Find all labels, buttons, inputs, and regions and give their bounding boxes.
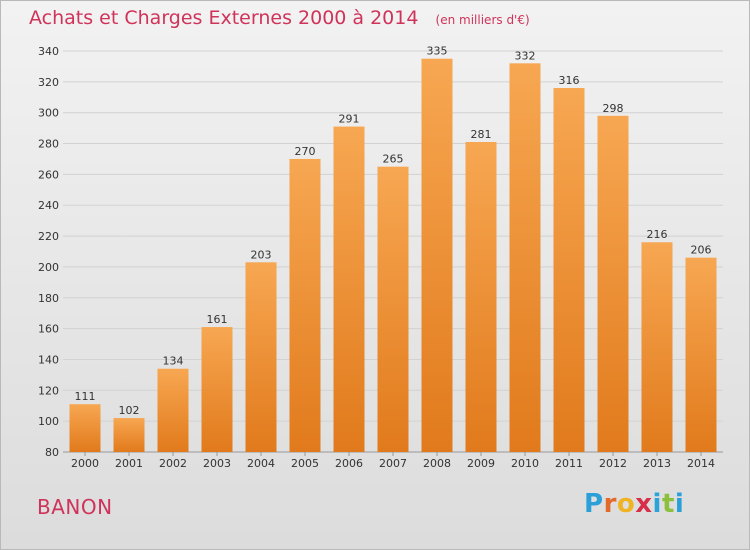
data-label: 265	[383, 153, 404, 166]
y-tick-label: 300	[38, 107, 59, 120]
x-tick-label: 2004	[247, 457, 275, 470]
x-tick-label: 2008	[423, 457, 451, 470]
proxiti-logo: Proxiti	[584, 489, 684, 519]
x-tick-label: 2013	[643, 457, 671, 470]
data-label: 206	[691, 244, 712, 257]
x-tick-label: 2011	[555, 457, 583, 470]
y-tick-label: 280	[38, 138, 59, 151]
y-tick-label: 160	[38, 323, 59, 336]
logo-letter: o	[616, 489, 636, 519]
bar-2005	[289, 158, 321, 452]
data-label: 335	[427, 45, 448, 58]
logo-letter: x	[635, 489, 653, 519]
y-tick-label: 200	[38, 261, 59, 274]
x-tick-label: 2000	[71, 457, 99, 470]
bar-2002	[157, 368, 189, 452]
y-tick-label: 320	[38, 76, 59, 89]
bars	[69, 58, 717, 453]
y-tick-label: 260	[38, 168, 59, 181]
x-tick-label: 2005	[291, 457, 319, 470]
x-tick-label: 2006	[335, 457, 363, 470]
y-tick-label: 240	[38, 199, 59, 212]
data-label: 281	[471, 128, 492, 141]
chart-title: Achats et Charges Externes 2000 à 2014	[29, 7, 419, 29]
x-tick-label: 2012	[599, 457, 627, 470]
y-tick-label: 120	[38, 384, 59, 397]
bar-2013	[641, 242, 673, 452]
data-label: 291	[339, 113, 360, 126]
x-axis: 2000 2001 2002 2003 2004 2005 2006 2007 2008 2009…	[71, 452, 715, 470]
data-label: 161	[207, 313, 228, 326]
bar-2000	[69, 404, 101, 452]
data-label: 298	[603, 102, 624, 115]
x-tick-label: 2014	[687, 457, 715, 470]
bar-2003	[201, 327, 233, 452]
logo-letter: r	[603, 489, 617, 519]
data-label: 332	[515, 49, 536, 62]
y-tick-label: 340	[38, 45, 59, 58]
bar-2012	[597, 115, 629, 453]
x-tick-label: 2001	[115, 457, 143, 470]
data-label: 216	[647, 228, 668, 241]
title-block: Achats et Charges Externes 2000 à 2014 (…	[29, 7, 530, 29]
data-label: 111	[75, 390, 96, 403]
logo-letter: i	[652, 489, 662, 519]
bar-2011	[553, 88, 585, 452]
x-tick-label: 2003	[203, 457, 231, 470]
y-tick-label: 100	[38, 415, 59, 428]
logo-letter: P	[584, 489, 604, 519]
bar-2006	[333, 126, 365, 453]
bar-2007	[377, 166, 409, 452]
data-label: 316	[559, 74, 580, 87]
x-tick-label: 2009	[467, 457, 495, 470]
x-tick-label: 2007	[379, 457, 407, 470]
y-tick-label: 140	[38, 353, 59, 366]
logo-letter: i	[674, 489, 685, 519]
bar-2014	[685, 257, 717, 452]
bar-2010	[509, 63, 541, 452]
bar-2008	[421, 58, 453, 452]
bar-2001	[113, 418, 145, 452]
data-label: 102	[119, 404, 140, 417]
x-tick-label: 2010	[511, 457, 539, 470]
logo-letter: t	[661, 489, 675, 519]
y-tick-label: 180	[38, 292, 59, 305]
chart-subtitle: (en milliers d'€)	[435, 13, 530, 27]
x-tick-label: 2002	[159, 457, 187, 470]
data-labels: 111 102 134 161 203 270 291 265 335 281 332 316 298 2…	[75, 45, 712, 417]
data-label: 270	[295, 145, 316, 158]
data-label: 134	[163, 355, 184, 368]
data-label: 203	[251, 248, 272, 261]
y-tick-label: 80	[45, 446, 59, 459]
commune-name: BANON	[37, 495, 113, 519]
bar-2004	[245, 262, 277, 452]
bar-2009	[465, 141, 497, 452]
y-tick-label: 220	[38, 230, 59, 243]
